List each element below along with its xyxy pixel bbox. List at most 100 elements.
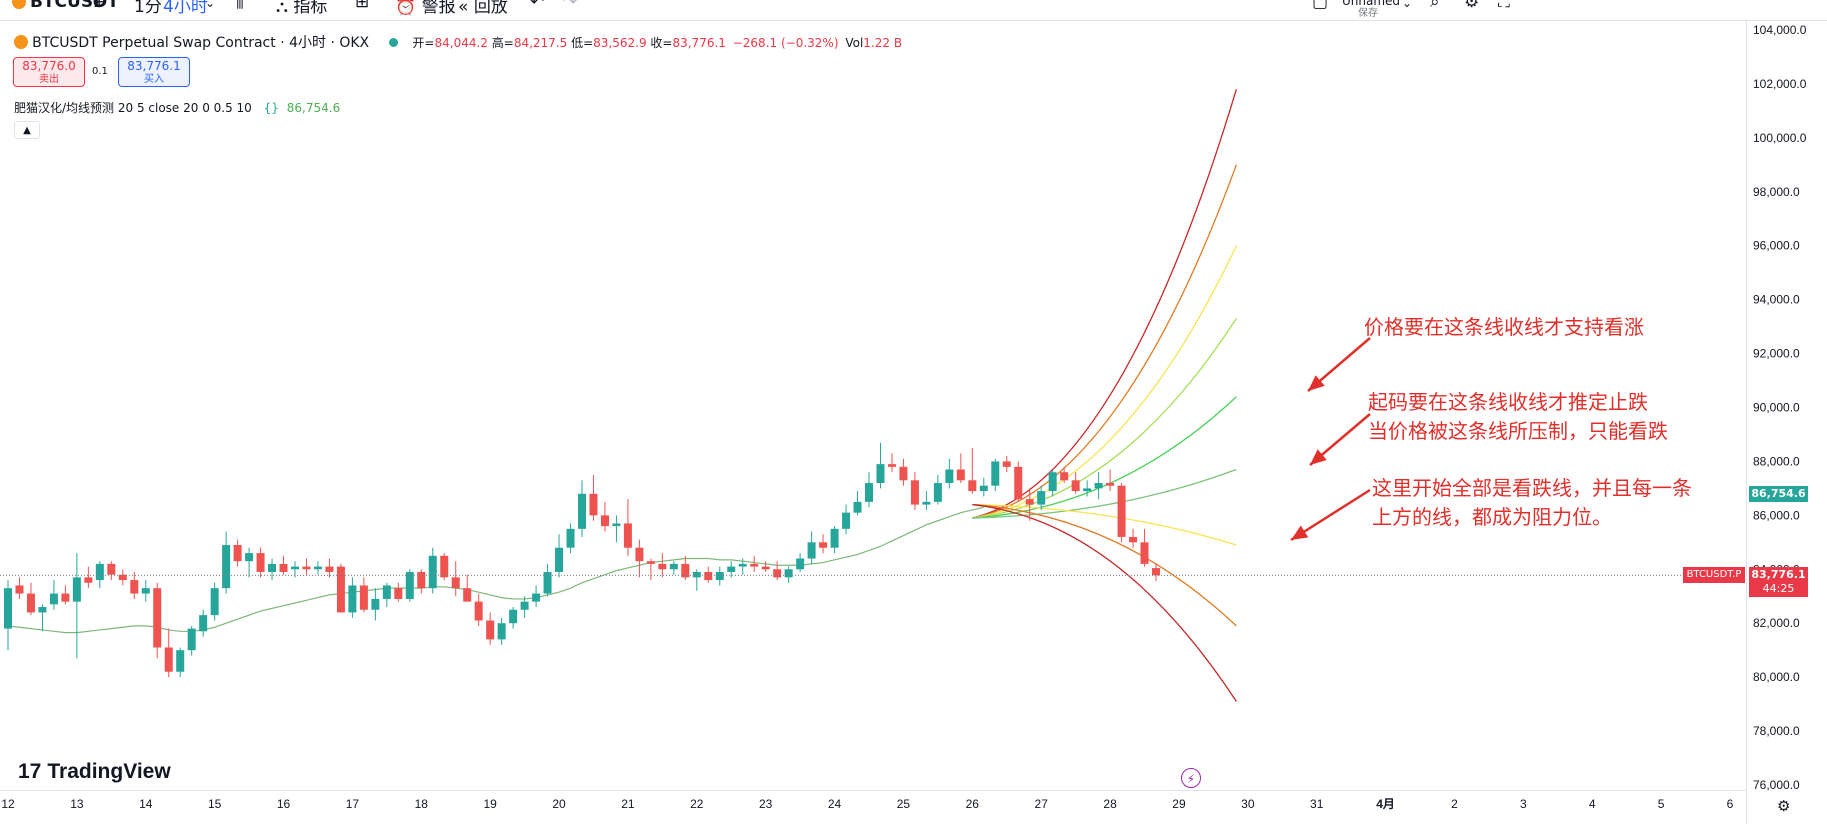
indicators-button[interactable]: ⛬ 指标 (276, 0, 327, 17)
top-toolbar: BTCUSDT ⊕ 1分 4小时 ⌄ ⫼ ⛬ 指标 ⊞ ⏰ 警报 « 回放 ↶ … (0, 0, 1827, 21)
redo-icon[interactable]: ↷ (563, 0, 578, 12)
time-tick-label: 21 (621, 797, 635, 811)
forecast-curve (972, 89, 1237, 519)
candle-body (394, 588, 403, 599)
price-tick-label: 102,000.0 (1753, 77, 1807, 91)
time-tick-label: 19 (483, 797, 497, 811)
interval-4h-button[interactable]: 4小时 (163, 0, 208, 17)
time-tick-label: 17 (346, 797, 360, 811)
ma-price-tag: 86,754.6 (1749, 486, 1808, 502)
close-label: 收= (650, 36, 673, 50)
candle-body (1106, 483, 1115, 486)
open-value: 84,044.2 (434, 36, 488, 50)
open-label: 开= (412, 36, 435, 50)
time-tick-label: 29 (1172, 797, 1186, 811)
buy-price: 83,776.1 (127, 59, 181, 73)
chart-type-icon[interactable]: ⫼ (236, 0, 244, 12)
candle-body (876, 464, 885, 483)
add-symbol-icon[interactable]: ⊕ (92, 0, 107, 12)
forecast-curve (972, 503, 1237, 546)
fullscreen-icon[interactable]: ⛶ (1498, 0, 1510, 12)
indicator-legend[interactable]: 肥猫汉化/均线预测 20 5 close 20 0 0.5 10 {} 86,7… (14, 99, 340, 116)
undo-icon[interactable]: ↶ (530, 0, 545, 12)
candle-body (543, 571, 552, 594)
sell-label: 卖出 (39, 74, 59, 85)
chevron-down-icon[interactable]: ⌄ (205, 0, 216, 10)
candle-body (279, 563, 288, 572)
annotation-bearish-line1: 这里开始全部是看跌线，并且每一条 (1372, 476, 1692, 500)
candle-body (15, 585, 24, 594)
candle-body (830, 528, 839, 548)
price-chart[interactable]: 104,000.0 102,000.0 100,000.0 98,000.0 96,00… (0, 20, 1827, 824)
templates-icon[interactable]: ⊞ (355, 0, 370, 12)
price-tick-label: 100,000.0 (1753, 131, 1807, 145)
candle-body (623, 523, 632, 548)
candle-body (233, 545, 242, 562)
candle-body (325, 566, 334, 572)
save-label[interactable]: 保存 (1358, 8, 1378, 19)
time-tick-label: 13 (70, 797, 84, 811)
candle-body (1071, 480, 1080, 492)
candle-body (578, 493, 586, 529)
candle-body (118, 574, 127, 581)
price-tick-label: 78,000.0 (1753, 724, 1800, 738)
annotation-arrow-head (1310, 449, 1327, 465)
price-tick-label: 92,000.0 (1753, 347, 1800, 361)
price-tick-label: 94,000.0 (1753, 293, 1800, 307)
forecast-curve (972, 164, 1237, 519)
candle-body (72, 577, 81, 602)
candle-body (107, 563, 116, 575)
chevron-up-icon: ▲ (23, 125, 31, 136)
candle-body (819, 542, 828, 548)
candle-body (692, 571, 701, 578)
volume-value: 1.22 B (863, 36, 903, 50)
source-code-icon[interactable]: {} (263, 101, 279, 115)
high-label: 高= (491, 36, 514, 50)
candle-body (302, 566, 311, 570)
replay-button[interactable]: « 回放 (458, 0, 508, 17)
chart-settings-icon[interactable]: ⚙ (1777, 797, 1791, 815)
candle-body (635, 547, 644, 562)
moving-average-line (7, 506, 984, 634)
layout-name[interactable]: Unnamed (1342, 0, 1401, 8)
price-tick-label: 82,000.0 (1753, 616, 1800, 630)
sell-button[interactable]: 83,776.0 卖出 (13, 57, 85, 87)
candle-body (532, 593, 541, 602)
alert-icon: ⏰ (395, 0, 417, 17)
annotation-bearish-line2: 上方的线，都成为阻力位。 (1372, 505, 1612, 529)
candle-body (910, 480, 919, 505)
price-axis[interactable]: 104,000.0 102,000.0 100,000.0 98,000.0 96,00… (1753, 23, 1807, 792)
time-tick-label: 28 (1103, 797, 1117, 811)
event-lightning-icon[interactable]: ⚡ (1181, 768, 1201, 788)
price-tick-label: 80,000.0 (1753, 670, 1800, 684)
buy-button[interactable]: 83,776.1 买入 (118, 57, 190, 87)
time-tick-label: 6 (1727, 797, 1734, 811)
candle-body (141, 588, 150, 594)
time-axis[interactable]: 12 13 14 15 16 17 18 19 20 21 22 23 24 25 26 27 28 29 30 31… (1, 797, 1733, 811)
candle-body (95, 563, 104, 581)
low-label: 低= (571, 36, 594, 50)
candle-body (256, 553, 265, 572)
layout-icon[interactable]: ▢ (1312, 0, 1329, 12)
tradingview-logo[interactable]: 17 TradingView (18, 760, 171, 784)
symbol-search-button[interactable]: BTCUSDT (12, 0, 119, 12)
quick-search-icon[interactable]: ⌕ (1430, 0, 1440, 12)
time-tick-label: 12 (1, 797, 15, 811)
candle-body (336, 566, 345, 613)
time-tick-label: 4月 (1376, 797, 1395, 811)
candle-body (199, 615, 208, 632)
symbol-legend[interactable]: BTCUSDT Perpetual Swap Contract · 4小时 · … (14, 32, 902, 52)
layout-chevron-icon[interactable]: ⌄ (1402, 0, 1413, 10)
candle-body (1129, 536, 1138, 543)
time-tick-label: 4 (1589, 797, 1596, 811)
candle-body (1117, 485, 1126, 537)
forecast-curve (972, 503, 1237, 702)
candle-body (1083, 488, 1092, 492)
alerts-button[interactable]: ⏰ 警报 (395, 0, 456, 17)
collapse-legend-button[interactable]: ▲ (14, 121, 40, 139)
price-tick-label: 90,000.0 (1753, 401, 1800, 415)
settings-icon[interactable]: ⚙ (1464, 0, 1480, 12)
candle-body (727, 566, 736, 572)
interval-1m-button[interactable]: 1分 (134, 0, 162, 17)
market-status-icon (389, 38, 399, 47)
